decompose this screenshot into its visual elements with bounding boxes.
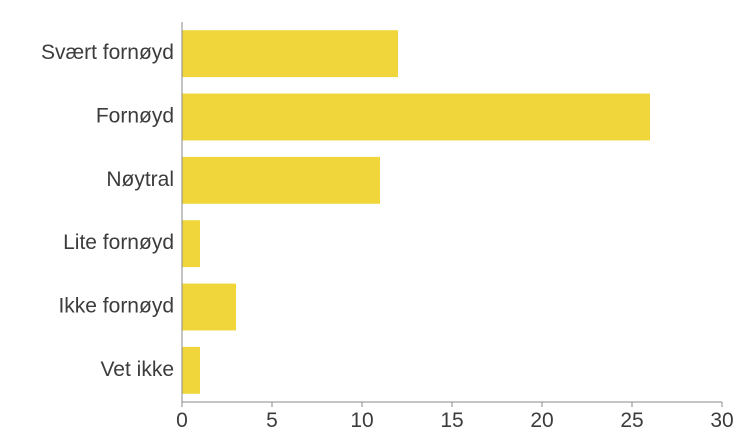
- category-label: Ikke fornøyd: [58, 295, 174, 318]
- x-tick-label: 30: [710, 409, 733, 432]
- bar: [182, 93, 650, 141]
- bar: [182, 346, 200, 394]
- bars-group: [182, 30, 650, 394]
- category-labels: Svært fornøyd Fornøyd Nøytral Lite fornøyd I…: [41, 41, 174, 381]
- category-label: Svært fornøyd: [41, 41, 174, 64]
- x-tick-label: 5: [266, 409, 278, 432]
- x-tick-label: 15: [440, 409, 463, 432]
- category-label: Lite fornøyd: [63, 231, 174, 254]
- bar: [182, 156, 380, 204]
- category-label: Fornøyd: [96, 105, 174, 128]
- x-tick-label: 10: [350, 409, 373, 432]
- bar: [182, 220, 200, 268]
- x-tick-label: 25: [620, 409, 643, 432]
- bar: [182, 30, 398, 78]
- x-tick-label: 0: [176, 409, 188, 432]
- x-tick-label: 20: [530, 409, 553, 432]
- x-axis-ticks: 0 5 10 15 20 25 30: [176, 402, 734, 432]
- category-label: Nøytral: [106, 168, 174, 191]
- category-label: Vet ikke: [100, 358, 174, 381]
- bar: [182, 283, 236, 331]
